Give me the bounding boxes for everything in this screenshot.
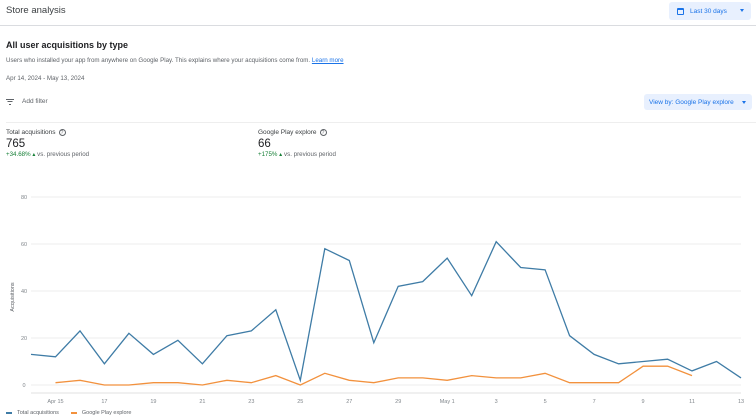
x-tick-label: Apr 15 [47, 399, 63, 405]
view-by-label: View by: Google Play explore [649, 98, 734, 106]
x-tick-label: 23 [248, 399, 254, 405]
y-axis-title: Acquisitions [10, 282, 16, 312]
change-percent: +34.68% [6, 151, 31, 158]
x-tick-label: 9 [642, 399, 645, 405]
section-title: All user acquisitions by type [6, 40, 129, 50]
filter-icon [6, 98, 14, 105]
arrow-up-icon: ▴ [277, 151, 284, 158]
x-tick-label: 21 [199, 399, 205, 405]
metric-value: 765 [6, 138, 26, 150]
x-tick-label: 7 [593, 399, 596, 405]
change-suffix: vs. previous period [284, 151, 336, 158]
y-tick-label: 60 [21, 242, 27, 248]
y-tick-label: 20 [21, 336, 27, 342]
y-tick-label: 0 [22, 383, 25, 389]
help-icon[interactable]: ? [319, 129, 327, 136]
arrow-up-icon: ▴ [30, 151, 38, 158]
x-tick-label: 3 [495, 399, 498, 405]
y-tick-label: 40 [21, 289, 27, 295]
legend-label: Google Play explore [81, 410, 132, 416]
acquisitions-line-chart[interactable]: 0 20 40 60 80 Acquisitions Apr 15 17 19 21 23 25 27 2… [0, 185, 756, 410]
x-tick-label: 29 [395, 399, 401, 405]
legend-item-explore[interactable]: Google Play explore [70, 410, 132, 416]
date-range-text: Apr 14, 2024 - May 13, 2024 [6, 75, 85, 82]
top-bar: Store analysis Last 30 days [0, 0, 756, 26]
metric-value: 66 [258, 138, 271, 150]
x-tick-label: 27 [346, 399, 352, 405]
date-range-button[interactable]: Last 30 days [669, 2, 751, 20]
help-icon[interactable]: ? [58, 129, 66, 136]
legend-swatch [70, 412, 77, 414]
add-filter-button[interactable]: Add filter [6, 98, 48, 105]
legend-item-total[interactable]: Total acquisitions [6, 410, 59, 416]
google-play-explore-line [55, 365, 693, 386]
total-acquisitions-line [30, 240, 742, 383]
chevron-down-icon [742, 100, 746, 104]
learn-more-link[interactable]: Learn more [311, 57, 344, 64]
divider [6, 122, 756, 123]
page-title: Store analysis [6, 5, 66, 16]
y-tick-label: 80 [21, 195, 27, 201]
metric-google-play-explore: Google Play explore? 66 +175% ▴ vs. prev… [258, 129, 336, 158]
change-suffix: vs. previous period [37, 151, 90, 158]
legend-label: Total acquisitions [17, 410, 59, 416]
add-filter-label: Add filter [22, 98, 48, 105]
x-tick-label: 13 [738, 399, 744, 405]
x-tick-label: May 1 [440, 399, 455, 405]
change-percent: +175% [258, 151, 278, 158]
description-text: Users who installed your app from anywhe… [6, 57, 311, 64]
metric-change: +34.68% ▴ vs. previous period [6, 151, 89, 158]
calendar-icon [677, 7, 684, 15]
x-tick-label: 11 [689, 399, 695, 405]
date-range-label: Last 30 days [690, 7, 727, 15]
metric-label: Google Play explore [258, 129, 317, 136]
legend-swatch [6, 412, 12, 414]
x-tick-label: 17 [101, 399, 107, 405]
metric-total-acquisitions: Total acquisitions? 765 +34.68% ▴ vs. pr… [6, 129, 89, 158]
chevron-down-icon [740, 9, 744, 12]
section-description: Users who installed your app from anywhe… [6, 57, 344, 64]
x-tick-label: 25 [297, 399, 303, 405]
metric-change: +175% ▴ vs. previous period [258, 151, 336, 158]
x-tick-label: 19 [150, 399, 156, 405]
metric-label: Total acquisitions [6, 129, 56, 136]
x-tick-label: 5 [544, 399, 547, 405]
view-by-dropdown[interactable]: View by: Google Play explore [644, 94, 752, 110]
chart-legend: Total acquisitions Google Play explore [6, 410, 143, 416]
